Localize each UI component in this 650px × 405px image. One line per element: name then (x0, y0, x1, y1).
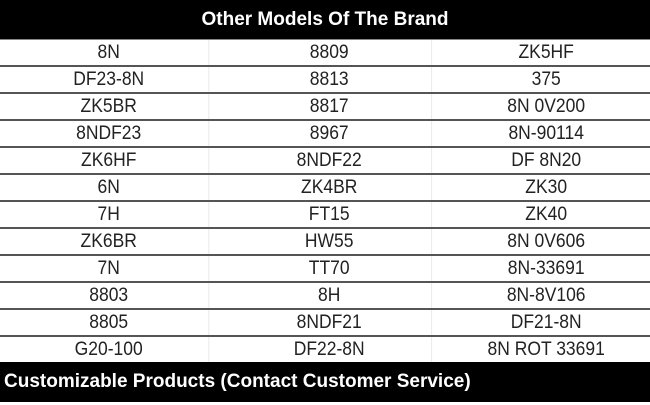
table-cell: TT70 (227, 256, 433, 281)
table-cell: ZK5BR (9, 94, 210, 119)
table-cell: 8N-8V106 (506, 284, 586, 306)
table-cell: 8803 (9, 283, 210, 308)
table-cell: 8NDF23 (9, 121, 210, 146)
table-cell: 8809 (227, 40, 433, 65)
table-cell: 8N ROT 33691 (487, 338, 605, 360)
table-cell: ZK40 (524, 203, 567, 225)
table-cell: 6N (9, 175, 210, 200)
table-row: 7H FT15 ZK40 (0, 202, 650, 229)
table-cell: 7N (9, 256, 210, 281)
table-cell: 8H (227, 283, 433, 308)
table-cell: 8817 (227, 94, 433, 119)
table-cell: ZK4BR (227, 175, 433, 200)
table-cell: 8813 (227, 67, 433, 92)
table-cell: HW55 (227, 229, 433, 254)
table-cell: 8N 0V200 (506, 95, 585, 117)
table-row: ZK6BR HW55 8N 0V606 (0, 229, 650, 256)
table-row: DF23-8N 8813 375 (0, 67, 650, 94)
table-cell: 8805 (9, 310, 210, 335)
table-row: 7N TT70 8N-33691 (0, 256, 650, 283)
table-row: 8805 8NDF21 DF21-8N (0, 310, 650, 337)
table-cell: DF22-8N (227, 337, 433, 362)
table-cell: ZK6HF (9, 148, 210, 173)
table-cell: 7H (9, 202, 210, 227)
table-title: Other Models Of The Brand (0, 0, 650, 39)
table-cell: DF21-8N (510, 311, 582, 333)
table-cell: ZK30 (524, 176, 567, 198)
table-cell: FT15 (227, 202, 433, 227)
table-row: ZK6HF 8NDF22 DF 8N20 (0, 148, 650, 175)
footer-banner: Customizable Products (Contact Customer … (0, 362, 650, 402)
table-cell: 8N-90114 (508, 122, 584, 144)
table-cell: DF 8N20 (510, 149, 581, 171)
table-cell: DF23-8N (9, 67, 210, 92)
table-row: 8N 8809 ZK5HF (0, 39, 650, 67)
table-cell: 8967 (227, 121, 433, 146)
table-row: G20-100 DF22-8N 8N ROT 33691 (0, 337, 650, 364)
table-row: ZK5BR 8817 8N 0V200 (0, 94, 650, 121)
table-row: 8803 8H 8N-8V106 (0, 283, 650, 310)
table-cell: 8NDF22 (227, 148, 433, 173)
table-cell: ZK6BR (9, 229, 210, 254)
table-row: 6N ZK4BR ZK30 (0, 175, 650, 202)
table-cell: 8N (9, 40, 210, 65)
table-cell: 8N 0V606 (506, 230, 585, 252)
models-table: 8N 8809 ZK5HF DF23-8N 8813 375 ZK5BR 8817 8N 0V2… (0, 39, 650, 364)
table-cell: 375 (531, 68, 561, 90)
table-row: 8NDF23 8967 8N-90114 (0, 121, 650, 148)
table-cell: 8NDF21 (227, 310, 433, 335)
table-cell: 8N-33691 (507, 257, 585, 279)
table-cell: ZK5HF (518, 41, 574, 63)
table-cell: G20-100 (9, 337, 210, 362)
